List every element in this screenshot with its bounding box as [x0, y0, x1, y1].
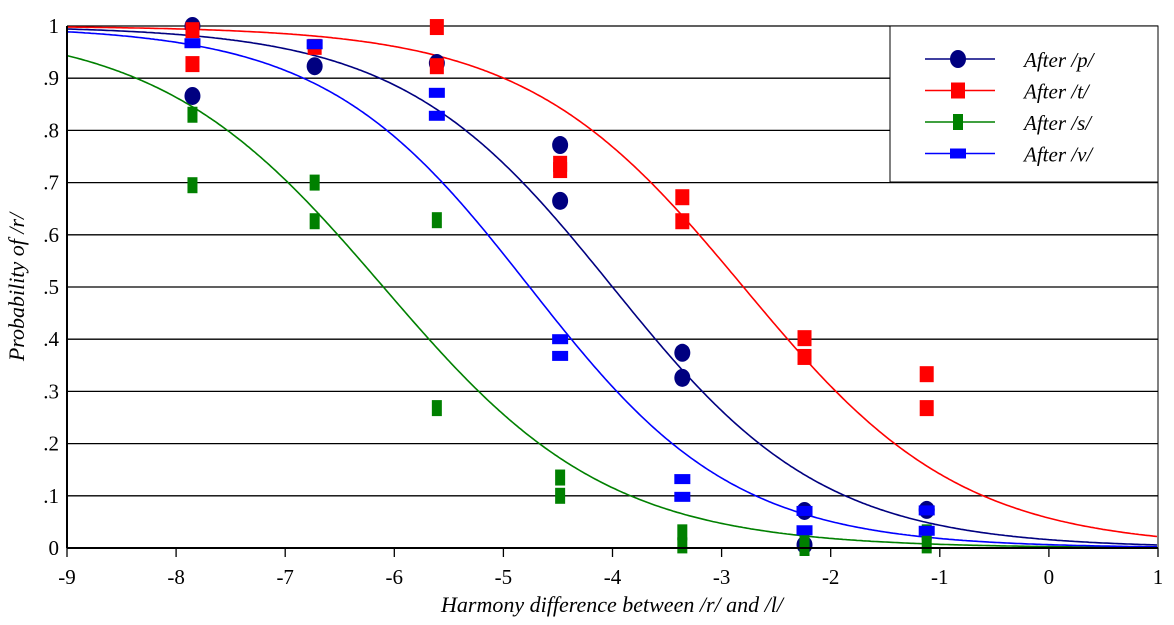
- x-tick-label: -1: [931, 565, 949, 589]
- data-point: [674, 368, 691, 387]
- y-tick-label: .3: [43, 379, 59, 403]
- legend-marker: [950, 50, 966, 68]
- y-tick-label: .2: [43, 432, 59, 456]
- data-point: [677, 524, 688, 541]
- data-point: [675, 213, 690, 230]
- x-axis-label: Harmony difference between /r/ and /l/: [440, 592, 785, 617]
- data-point: [919, 400, 934, 417]
- data-point: [431, 400, 442, 417]
- y-tick-label: .1: [43, 484, 59, 508]
- x-tick-label: -9: [58, 565, 76, 589]
- data-point: [429, 19, 444, 36]
- data-point: [431, 212, 442, 229]
- data-point: [796, 505, 813, 516]
- data-point: [918, 525, 935, 536]
- legend-marker: [950, 148, 966, 159]
- x-tick-label: -2: [822, 565, 840, 589]
- data-point: [428, 110, 445, 121]
- data-point: [184, 86, 201, 105]
- x-tick-label: 1: [1153, 565, 1164, 589]
- data-point: [552, 136, 569, 155]
- data-point: [309, 174, 320, 191]
- data-point: [187, 106, 198, 123]
- data-point: [921, 537, 932, 554]
- data-point: [184, 38, 201, 49]
- data-point: [675, 189, 690, 206]
- y-tick-label: .5: [43, 275, 59, 299]
- legend-marker: [951, 82, 965, 99]
- y-tick-label: .7: [43, 171, 59, 195]
- y-tick-label: .4: [43, 327, 59, 351]
- x-tick-label: -4: [604, 565, 622, 589]
- fit-curve: [67, 26, 1158, 538]
- y-tick-label: 0: [49, 536, 60, 560]
- x-tick-label: -7: [276, 565, 294, 589]
- data-point: [185, 22, 200, 39]
- data-point: [552, 191, 569, 210]
- y-tick-label: .6: [43, 223, 59, 247]
- data-point: [306, 57, 323, 76]
- data-point: [796, 525, 813, 536]
- data-point: [552, 350, 569, 361]
- fit-curve: [66, 31, 1157, 548]
- fit-curve: [66, 28, 1158, 546]
- data-point: [674, 474, 691, 485]
- legend-label: After /v/: [1022, 143, 1094, 167]
- data-point: [309, 213, 320, 230]
- legend-label: After /t/: [1022, 80, 1091, 104]
- fit-curve: [66, 54, 1157, 549]
- x-tick-label: -6: [386, 565, 404, 589]
- data-point: [797, 330, 812, 347]
- data-point: [185, 56, 200, 73]
- data-point: [428, 87, 445, 98]
- data-point: [799, 529, 810, 546]
- data-point: [797, 348, 812, 365]
- legend-marker: [953, 114, 963, 130]
- x-tick-label: -8: [167, 565, 185, 589]
- x-tick-label: -5: [495, 565, 513, 589]
- data-point: [555, 469, 566, 486]
- data-point: [919, 366, 934, 383]
- data-point: [674, 343, 691, 362]
- data-point: [918, 505, 935, 516]
- y-tick-label: .8: [43, 118, 59, 142]
- x-tick-label: -3: [713, 565, 731, 589]
- data-point: [553, 162, 568, 179]
- legend-label: After /s/: [1022, 111, 1093, 135]
- y-tick-label: .9: [43, 66, 59, 90]
- y-tick-label: 1: [49, 14, 60, 38]
- data-point: [555, 487, 566, 504]
- legend-box: [889, 25, 1159, 183]
- data-point: [674, 491, 691, 502]
- data-point: [429, 58, 444, 75]
- data-point: [677, 537, 688, 554]
- legend: After /p/After /t/After /s/After /v/: [889, 25, 1159, 183]
- y-axis-label: Probability of /r/: [4, 211, 29, 362]
- data-point: [306, 39, 323, 50]
- data-point: [187, 177, 198, 194]
- data-point: [552, 334, 569, 345]
- x-tick-label: 0: [1044, 565, 1055, 589]
- legend-label: After /p/: [1022, 48, 1096, 72]
